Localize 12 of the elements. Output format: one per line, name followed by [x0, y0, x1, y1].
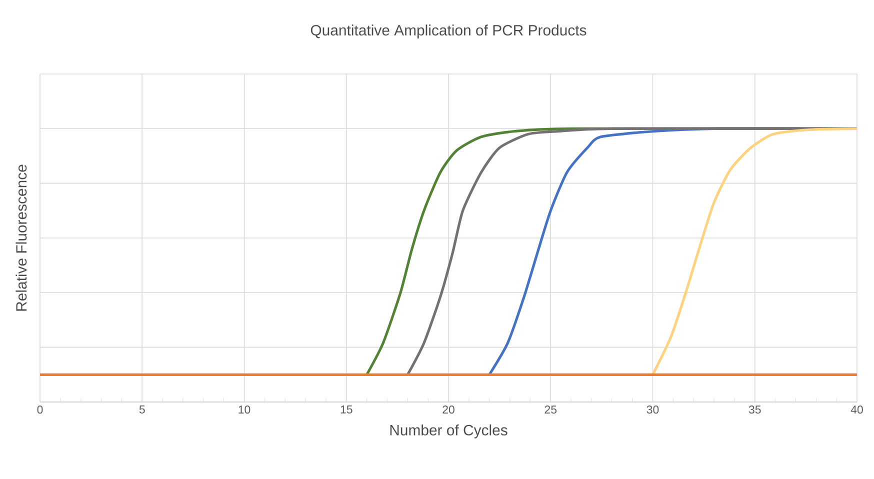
x-tick-label: 10 — [238, 406, 250, 414]
x-tick-label: 35 — [748, 406, 761, 414]
chart-title: Quantitative Amplication of PCR Products — [310, 24, 586, 38]
x-tick-label: 5 — [139, 406, 145, 414]
x-tick-label: 15 — [340, 406, 352, 414]
x-tick-label: 20 — [442, 406, 454, 414]
x-axis-title: Number of Cycles — [390, 424, 508, 438]
x-tick-label: 0 — [37, 406, 43, 414]
x-tick-label: 25 — [544, 406, 557, 414]
y-axis-title: Relative Fluorescence — [16, 164, 27, 311]
x-tick-label: 40 — [850, 406, 863, 414]
x-tick-label: 30 — [646, 406, 659, 414]
